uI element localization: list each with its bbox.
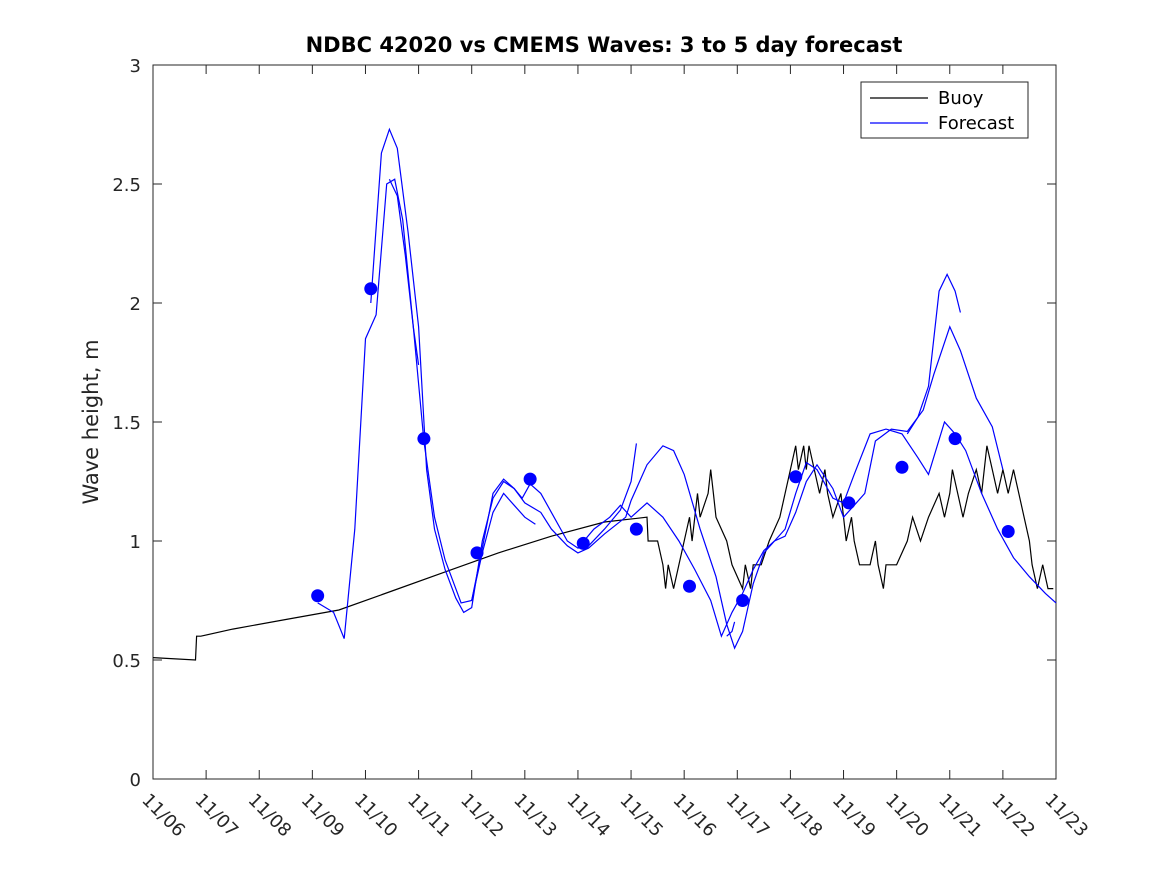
- forecast-marker: [311, 589, 325, 603]
- y-tick-label: 2.5: [112, 175, 141, 196]
- y-tick-label: 1.5: [112, 413, 141, 434]
- y-tick-label: 2: [130, 294, 141, 315]
- forecast-marker: [948, 432, 962, 446]
- legend-label: Forecast: [938, 113, 1014, 134]
- axes-box: [152, 64, 1057, 780]
- forecast-marker: [470, 546, 484, 560]
- forecast-marker: [895, 460, 909, 474]
- forecast-series-line: [370, 127, 1004, 650]
- legend-box: [860, 81, 1029, 139]
- forecast-marker: [523, 472, 537, 486]
- forecast-marker: [789, 470, 803, 484]
- forecast-marker: [682, 579, 696, 593]
- y-tick-label: 1: [130, 532, 141, 553]
- forecast-series-line: [726, 621, 736, 637]
- forecast-marker: [629, 522, 643, 536]
- y-tick-label: 0.5: [112, 651, 141, 672]
- forecast-marker: [364, 282, 378, 296]
- y-tick-label: 3: [130, 56, 141, 77]
- forecast-marker: [1001, 524, 1015, 538]
- legend: Buoy Forecast: [860, 81, 1029, 139]
- legend-label: Buoy: [938, 88, 984, 109]
- forecast-series-line: [906, 273, 961, 435]
- y-axis-label: Wave height, m: [79, 339, 103, 504]
- forecast-series-line: [388, 178, 420, 365]
- chart-title: NDBC 42020 vs CMEMS Waves: 3 to 5 day fo…: [306, 33, 903, 57]
- forecast-marker: [417, 432, 431, 446]
- buoy-series-line: [152, 445, 1054, 661]
- forecast-marker: [736, 594, 750, 607]
- y-tick-label: 0: [130, 770, 141, 791]
- forecast-marker: [842, 496, 856, 510]
- forecast-marker: [576, 536, 590, 550]
